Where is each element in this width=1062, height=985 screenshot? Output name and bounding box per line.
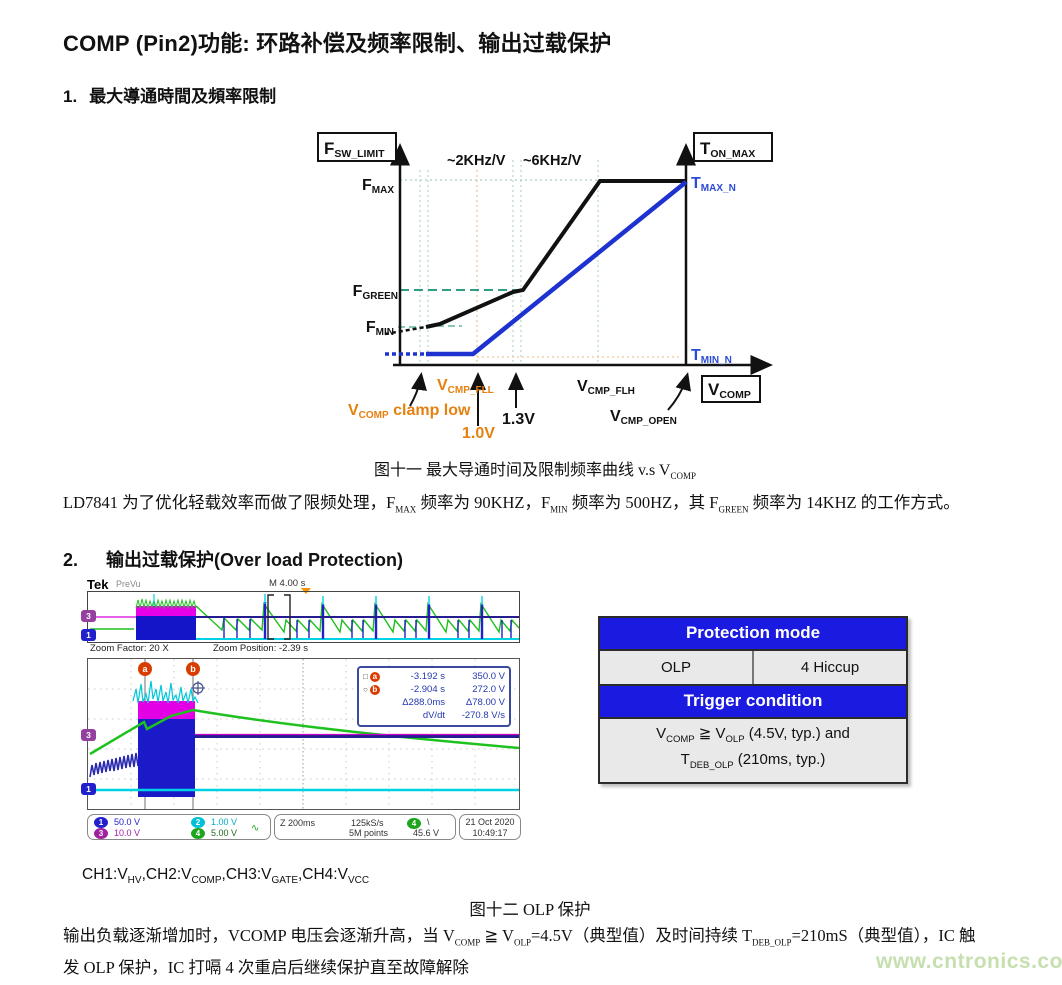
measurement-row-dvdt: dV/dt -270.8 V/s (422, 710, 505, 721)
ch2-noisy-trace (132, 680, 199, 704)
ch1-scale: 50.0 V (114, 817, 141, 827)
trigger-source-badge: 4 (407, 818, 421, 829)
measurement-row-a: □ a -3.192 s 350.0 V (363, 671, 505, 682)
fmin-label: FMIN (366, 319, 394, 338)
label-1v0: 1.0V (462, 425, 495, 442)
zoom-window-bracket (267, 594, 291, 640)
ch3-marker-zoom: 3 (81, 729, 96, 741)
ton-max-curve (385, 180, 688, 357)
protection-table: Protection mode OLP 4 Hiccup Trigger con… (598, 616, 908, 784)
ch1-badge: 1 (94, 817, 108, 828)
tmin-n-label: TMIN_N (691, 347, 732, 366)
ch2-badge: 2 (191, 817, 205, 828)
ch4-badge: 4 (191, 828, 205, 839)
paragraph-2-line-1: 输出负载逐渐增加时，VCOMP 电压会逐渐升高，当 VCOMP ≧ VOLP=4… (63, 926, 976, 948)
oscilloscope-screenshot: Tek PreVu M 4.00 s (81, 577, 522, 842)
cursor-b-badge: b (190, 664, 196, 674)
vcmp-open-label: VCMP_OPEN (610, 408, 677, 427)
measurement-row-b: ○ b -2.904 s 272.0 V (363, 684, 505, 695)
sample-rate: 125kS/s (351, 818, 384, 828)
cursor-badges: a b (138, 662, 200, 676)
overview-waveforms (90, 594, 520, 640)
measurement-row-delta: Δ288.0ms Δ78.00 V (402, 697, 505, 708)
section-1-title: 最大導通時間及頻率限制 (89, 87, 277, 106)
page-title: COMP (Pin2)功能: 环路补偿及频率限制、输出过载保护 (63, 31, 612, 56)
ch4-scale: 5.00 V (211, 828, 238, 838)
timebase-label: M 4.00 s (269, 578, 306, 589)
figure-11-diagram: FSW_LIMIT TON_MAX VCOMP FMAX FGREEN FMIN… (317, 132, 773, 442)
vcmp-flh-label: VCMP_FLH (577, 378, 635, 397)
tek-logo: Tek (87, 577, 109, 592)
acquisition-box: Z 200ms 125kS/s 5M points 4 \ 45.6 V (274, 814, 456, 840)
vcmp-fll-label: VCMP_FLL (437, 377, 494, 396)
fmax-label: FMAX (362, 177, 394, 196)
diagram-gridlines (398, 160, 686, 365)
protection-mode-header: Protection mode (600, 618, 906, 651)
ch1-noise-ramp (89, 752, 139, 778)
slope-6khz-label: ~6KHz/V (523, 153, 582, 169)
channel-legend-caption: CH1:VHV,CH2:VCOMP,CH3:VGATE,CH4:VVCC (82, 866, 370, 887)
vcomp-axis-label: VCOMP (708, 380, 751, 401)
tmax-n-label: TMAX_N (691, 175, 736, 194)
watermark: www.cntronics.com (876, 950, 1062, 973)
ch3-scale: 10.0 V (114, 828, 141, 838)
section-2-number: 2. (63, 550, 79, 570)
ch1-burst-zoom (138, 719, 195, 797)
cursor-a-badge: a (142, 664, 148, 674)
ch3-badge: 3 (94, 828, 108, 839)
ton-max-label: TON_MAX (700, 139, 755, 160)
paragraph-2-line-2: 发 OLP 保护，IC 打嗝 4 次重启后继续保护直至故障解除 (63, 958, 469, 977)
paragraph-1: LD7841 为了优化轻载效率而做了限频处理，FMAX 频率为 90KHZ，FM… (63, 493, 960, 515)
cursor-b-icon: b (369, 684, 380, 695)
trigger-condition-cell: VCOMP ≧ VOLP (4.5V, typ.) and TDEB_OLP (… (600, 719, 906, 782)
section-1-heading: 1. 最大導通時間及頻率限制 (63, 82, 276, 107)
channel-settings-box: 1 50.0 V 2 1.00 V 3 10.0 V 4 5.00 V ∿ (87, 814, 271, 840)
trigger-condition-header: Trigger condition (600, 686, 906, 719)
ch1-marker-zoom: 1 (81, 783, 96, 795)
trigger-level: 45.6 V (413, 828, 440, 838)
overview-waveform-strip (87, 591, 520, 643)
slope-2khz-label: ~2KHz/V (447, 153, 506, 169)
record-length: 5M points (349, 828, 389, 838)
label-1v3: 1.3V (502, 411, 535, 428)
protection-mode-row: OLP 4 Hiccup (600, 651, 906, 686)
datetime-box: 21 Oct 2020 10:49:17 (459, 814, 521, 840)
waveform-icon: ∿ (251, 823, 260, 834)
diagram-axis-boxes (317, 132, 773, 403)
fgreen-label: FGREEN (353, 283, 398, 302)
figure-12-caption: 图十二 OLP 保护 (469, 900, 591, 919)
section-2-heading: 2. 输出过载保护(Over load Protection) (63, 546, 403, 572)
trigger-crosshair-icon (191, 681, 205, 695)
acquisition-mode-label: PreVu (116, 579, 141, 589)
section-2-title: 输出过载保护(Over load Protection) (106, 550, 404, 570)
trigger-slope-icon: \ (427, 817, 430, 827)
fsw-limit-curve (384, 179, 686, 336)
zoom-timebase: Z 200ms (280, 818, 316, 828)
ch3-marker-overview: 3 (81, 610, 96, 622)
ch4-vcc-trace (89, 708, 520, 756)
scope-date: 21 Oct 2020 (465, 817, 515, 827)
section-1-number: 1. (63, 87, 78, 106)
scope-time: 10:49:17 (472, 828, 508, 838)
zoom-position-label: Zoom Position: -2.39 s (213, 643, 309, 654)
vcomp-clamp-low-label: VCOMP clamp low (348, 402, 471, 421)
figure-11-caption: 图十一 最大导通时间及限制频率曲线 v.s VCOMP (374, 462, 696, 482)
zoom-factor-label: Zoom Factor: 20 X (90, 643, 169, 654)
protection-action-cell: 4 Hiccup (800, 659, 860, 676)
fsw-limit-label: FSW_LIMIT (324, 139, 385, 160)
cursor-a-icon: a (369, 671, 380, 682)
diagram-annotation-arrows (409, 372, 691, 426)
ch1-burst (136, 616, 196, 640)
ch1-marker-overview: 1 (81, 629, 96, 641)
cursor-measurement-box: □ a -3.192 s 350.0 V ○ b -2.904 s 272.0 V Δ2… (357, 666, 511, 727)
zoomed-waveforms: a b (88, 659, 520, 809)
ch3-burst (138, 701, 195, 721)
ch2-scale: 1.00 V (211, 817, 238, 827)
protection-type-cell: OLP (600, 651, 754, 684)
